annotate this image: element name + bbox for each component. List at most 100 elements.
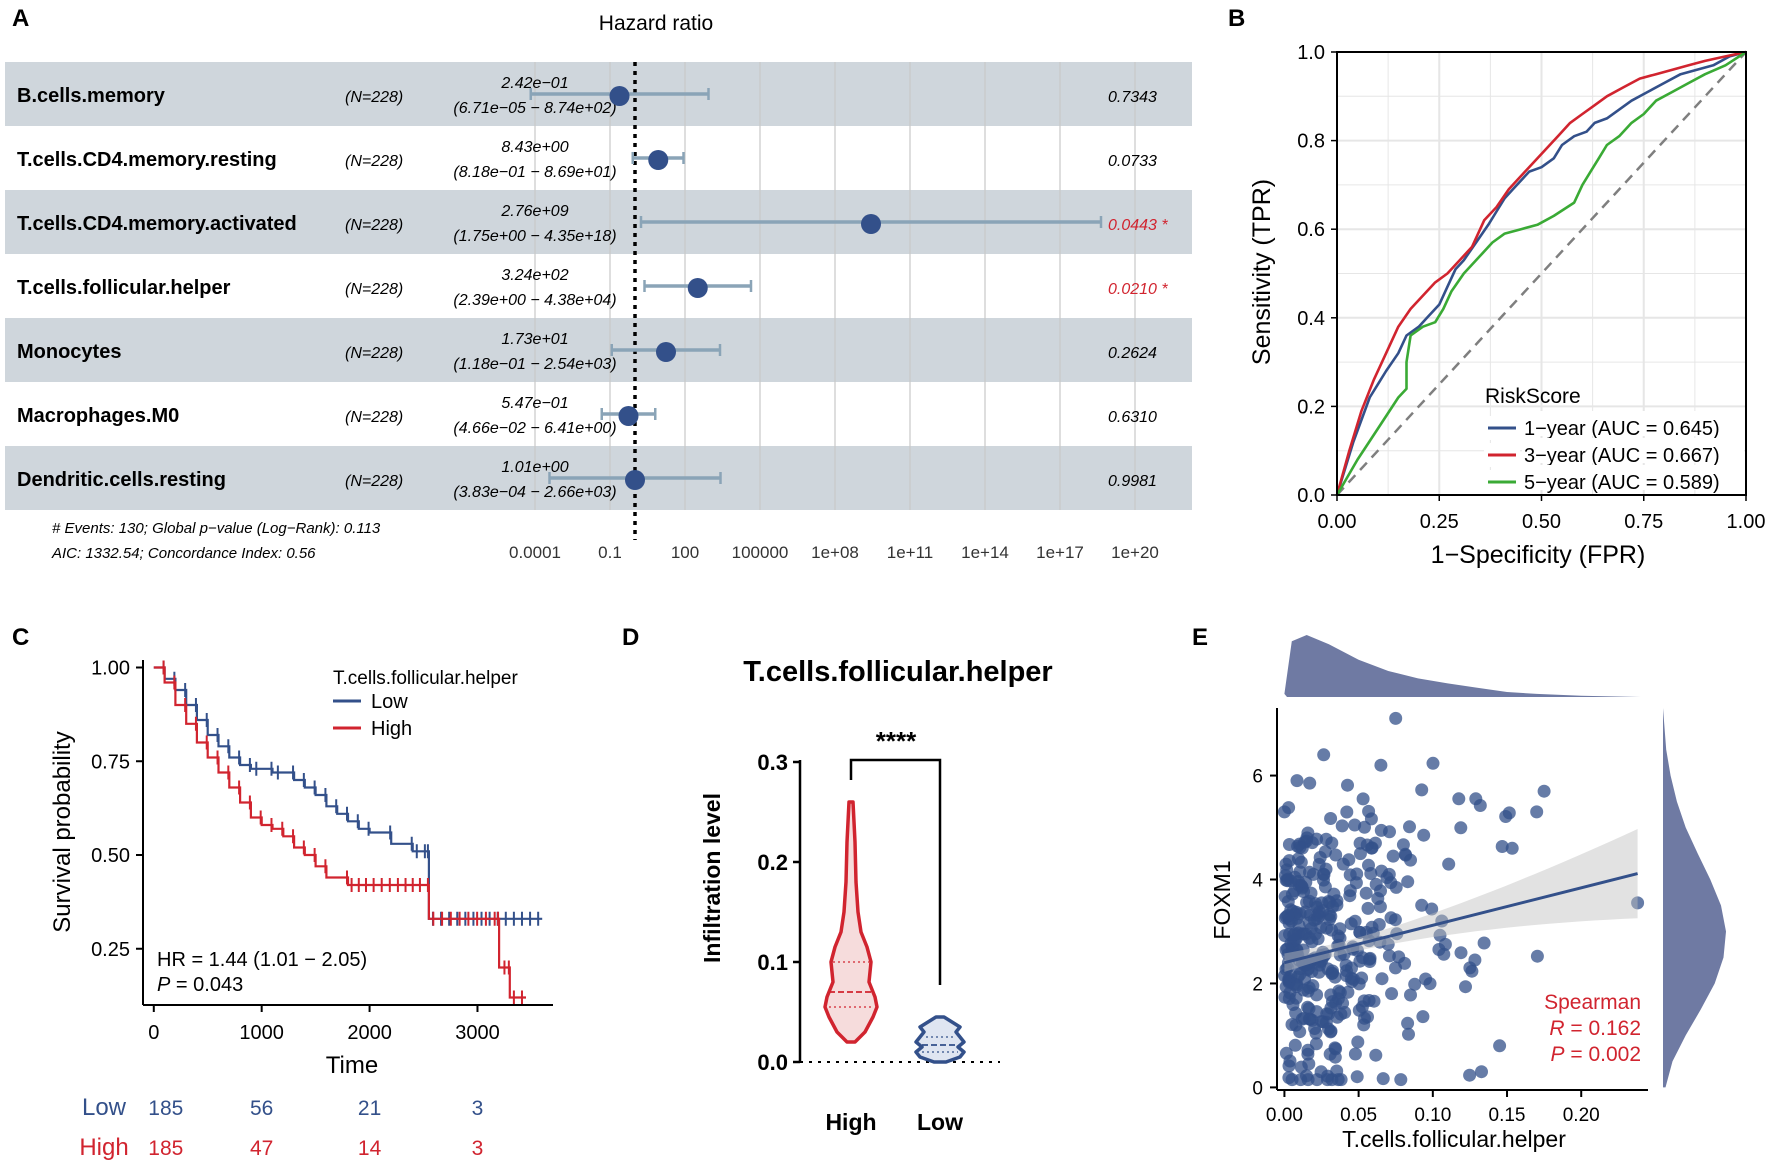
scatter-point bbox=[1278, 890, 1292, 904]
scatter-point bbox=[1334, 1007, 1348, 1021]
km-risk-count: 47 bbox=[250, 1137, 273, 1160]
forest-footnote-aic: AIC: 1332.54; Concordance Index: 0.56 bbox=[51, 545, 316, 562]
km-legend-label: High bbox=[371, 718, 412, 740]
scatter-point bbox=[1362, 804, 1376, 818]
scatter-point bbox=[1309, 1026, 1323, 1040]
scatter-point bbox=[1537, 784, 1551, 798]
scatter-point bbox=[1341, 985, 1355, 999]
forest-row-band bbox=[5, 318, 1192, 382]
forest-tick-label: 1e+17 bbox=[1036, 543, 1084, 562]
forest-tick-label: 100 bbox=[671, 543, 699, 562]
forest-tick-label: 1e+11 bbox=[887, 543, 933, 562]
km-x-tick-label: 2000 bbox=[347, 1022, 392, 1044]
forest-tick-label: 0.1 bbox=[598, 543, 622, 562]
forest-variable-name: T.cells.follicular.helper bbox=[17, 277, 231, 299]
forest-hr-point bbox=[648, 150, 669, 170]
km-y-tick-label: 0.25 bbox=[91, 939, 130, 961]
km-x-tick-label: 3000 bbox=[455, 1022, 500, 1044]
violin-category-label: Low bbox=[917, 1109, 963, 1135]
forest-hr-point bbox=[609, 86, 630, 106]
scatter-point bbox=[1416, 1010, 1430, 1024]
scatter-stat-label: Spearman bbox=[1544, 991, 1641, 1014]
scatter-point bbox=[1382, 949, 1396, 963]
scatter-point bbox=[1293, 907, 1307, 921]
scatter-point bbox=[1402, 1027, 1415, 1041]
forest-ci-value: (3.83e−04 − 2.66e+03) bbox=[453, 484, 616, 501]
scatter-point bbox=[1285, 1073, 1299, 1087]
scatter-point bbox=[1404, 988, 1417, 1002]
violin-plot: T.cells.follicular.helper Infiltration l… bbox=[699, 656, 1053, 1135]
roc-curve bbox=[1335, 50, 1747, 496]
scatter-point bbox=[1423, 977, 1437, 991]
scatter-point bbox=[1452, 792, 1466, 806]
roc-x-tick-label: 1.00 bbox=[1727, 511, 1766, 533]
scatter-x-tick-label: 0.05 bbox=[1340, 1105, 1377, 1126]
scatter-point bbox=[1329, 848, 1343, 862]
scatter-point bbox=[1348, 914, 1362, 928]
forest-hr-value: 5.47e−01 bbox=[501, 395, 568, 412]
forest-hr-value: 2.76e+09 bbox=[500, 203, 568, 220]
forest-ci-value: (6.71e−05 − 8.74e+02) bbox=[453, 100, 616, 117]
scatter-point bbox=[1375, 972, 1389, 986]
roc-legend-text-bg bbox=[1522, 438, 1744, 463]
scatter-point bbox=[1469, 792, 1483, 806]
scatter-point bbox=[1300, 896, 1314, 909]
forest-variable-name: Dendritic.cells.resting bbox=[17, 469, 226, 491]
scatter-y-tick-label: 2 bbox=[1252, 974, 1263, 995]
panel-label-c: C bbox=[12, 624, 29, 651]
km-risk-count: 185 bbox=[148, 1137, 183, 1160]
scatter-point bbox=[1432, 943, 1446, 956]
scatter-point bbox=[1349, 876, 1363, 890]
scatter-y-tick-label: 6 bbox=[1252, 767, 1263, 788]
scatter-point bbox=[1302, 1057, 1316, 1071]
scatter-point bbox=[1394, 1073, 1408, 1087]
forest-plot: Hazard ratio B.cells.memory (N=228) 2.42e−… bbox=[5, 12, 1192, 562]
violin-y-tick-label: 0.0 bbox=[757, 1050, 788, 1075]
scatter-p-text: P = 0.002 bbox=[1551, 1043, 1642, 1066]
km-x-tick-label: 1000 bbox=[239, 1022, 284, 1044]
forest-tick-label: 100000 bbox=[732, 543, 789, 562]
km-p-value: = 0.043 bbox=[170, 974, 243, 996]
scatter-point bbox=[1324, 1001, 1338, 1015]
scatter-point bbox=[1277, 805, 1291, 819]
scatter-point bbox=[1415, 783, 1429, 797]
forest-p-value: 0.0210 * bbox=[1108, 281, 1168, 298]
panel-label-e: E bbox=[1192, 624, 1208, 651]
scatter-point bbox=[1320, 1073, 1334, 1087]
forest-tick-label: 0.0001 bbox=[509, 543, 561, 562]
scatter-point bbox=[1313, 851, 1327, 864]
roc-legend-label: 5−year (AUC = 0.589) bbox=[1524, 472, 1720, 494]
roc-legend-text-bg bbox=[1522, 411, 1744, 436]
scatter-point bbox=[1324, 812, 1338, 825]
scatter-point bbox=[1350, 1070, 1364, 1084]
violin-category-label: High bbox=[825, 1109, 876, 1135]
scatter-point bbox=[1367, 994, 1381, 1008]
roc-x-tick-label: 0.00 bbox=[1318, 511, 1357, 533]
forest-row: Dendritic.cells.resting (N=228) 1.01e+00 (3… bbox=[17, 459, 1157, 501]
scatter-point bbox=[1303, 776, 1317, 790]
forest-footnote-events: # Events: 130; Global p−value (Log−Rank)… bbox=[52, 520, 381, 537]
scatter-point bbox=[1463, 961, 1477, 975]
scatter-point bbox=[1454, 946, 1468, 960]
forest-n: (N=228) bbox=[345, 345, 403, 362]
forest-hr-value: 1.73e+01 bbox=[501, 331, 568, 348]
scatter-point bbox=[1335, 819, 1349, 833]
forest-n: (N=228) bbox=[345, 409, 403, 426]
forest-row: T.cells.CD4.memory.activated (N=228) 2.76e… bbox=[17, 203, 1168, 245]
forest-variable-name: T.cells.CD4.memory.resting bbox=[17, 149, 277, 171]
forest-row: T.cells.CD4.memory.resting (N=228) 8.43e+0… bbox=[17, 139, 1157, 181]
violin-shape bbox=[914, 1015, 966, 1064]
forest-p-value: 0.2624 bbox=[1108, 345, 1157, 362]
scatter-point bbox=[1360, 838, 1374, 852]
roc-x-label: 1−Specificity (FPR) bbox=[1431, 541, 1646, 569]
scatter-point bbox=[1389, 880, 1403, 894]
forest-variable-name: Monocytes bbox=[17, 341, 121, 363]
km-y-tick-label: 0.75 bbox=[91, 751, 130, 773]
scatter-x-tick-label: 0.10 bbox=[1414, 1105, 1451, 1126]
roc-x-tick-label: 0.25 bbox=[1420, 511, 1459, 533]
scatter-point bbox=[1310, 988, 1324, 1002]
scatter-point bbox=[1373, 900, 1387, 914]
km-p-text: P = 0.043 bbox=[157, 974, 243, 996]
violin-y-tick-label: 0.2 bbox=[757, 850, 788, 875]
scatter-point bbox=[1317, 868, 1331, 882]
